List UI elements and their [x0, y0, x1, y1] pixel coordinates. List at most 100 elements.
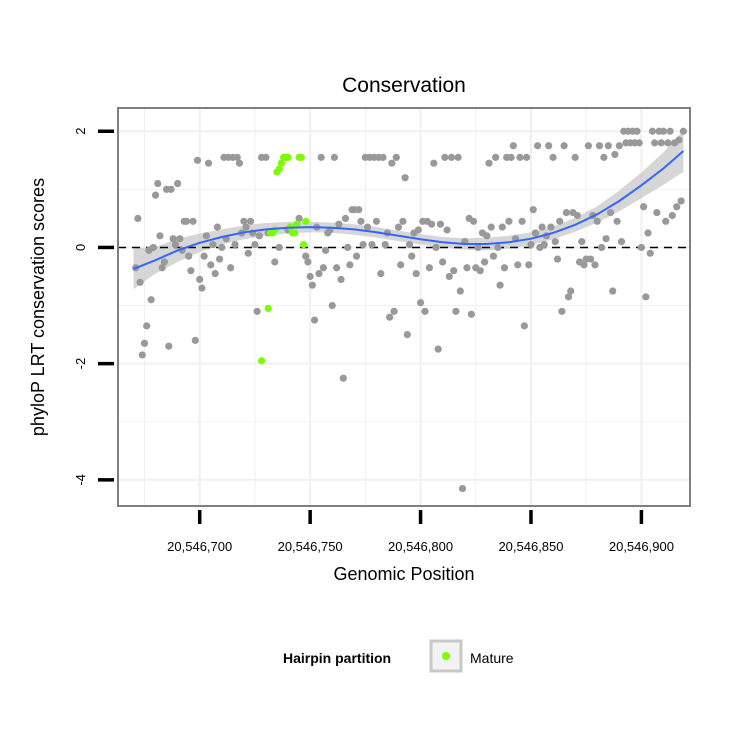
data-point: [540, 240, 548, 249]
data-point: [381, 240, 389, 249]
data-point: [414, 226, 422, 234]
data-point: [595, 142, 604, 150]
data-point: [642, 293, 650, 301]
data-point: [235, 159, 244, 167]
data-point: [487, 223, 495, 231]
data-point: [498, 223, 506, 231]
data-point: [483, 232, 491, 240]
data-point: [602, 235, 610, 243]
data-point: [310, 316, 319, 324]
data-point: [397, 261, 405, 269]
data-point: [328, 301, 336, 310]
data-point: [335, 220, 343, 228]
data-point: [207, 261, 215, 269]
data-point: [401, 174, 409, 182]
data-point: [315, 269, 323, 278]
plot-panel-border: [117, 107, 691, 507]
data-point: [578, 238, 586, 246]
data-point: [227, 264, 235, 272]
data-point: [450, 267, 458, 275]
data-point: [154, 179, 162, 188]
x-tick-label: 20,546,900: [609, 539, 674, 554]
data-point: [255, 232, 263, 240]
data-point: [558, 307, 566, 315]
data-point: [553, 255, 562, 263]
data-point: [522, 153, 531, 161]
data-point: [368, 240, 376, 249]
mature-data-point: [293, 220, 301, 228]
data-point: [390, 307, 398, 315]
data-point: [500, 264, 509, 272]
data-point: [529, 206, 537, 214]
smooth-fit-line: [133, 150, 685, 270]
data-point: [492, 153, 500, 161]
data-point: [339, 374, 347, 382]
data-point: [428, 220, 436, 228]
data-point: [469, 217, 478, 225]
data-point: [617, 238, 626, 246]
data-point: [425, 264, 433, 272]
data-point: [377, 269, 385, 278]
data-point: [176, 235, 184, 243]
x-tick-label: 20,546,850: [498, 539, 563, 554]
data-point: [156, 232, 164, 240]
data-point: [644, 229, 652, 237]
data-point: [330, 153, 339, 161]
y-tick-label: -4: [73, 474, 88, 486]
data-point: [399, 217, 407, 225]
data-point: [372, 217, 380, 225]
data-point: [434, 345, 442, 353]
data-point: [167, 185, 175, 193]
data-point: [158, 264, 166, 272]
data-point: [600, 153, 608, 161]
x-axis-ticks: 20,546,700 20,546,750 20,546,800 20,546,850…: [167, 510, 674, 554]
data-point: [646, 249, 654, 257]
x-axis-title: Genomic Position: [333, 564, 474, 584]
data-point: [516, 153, 524, 161]
mature-data-point: [277, 159, 286, 167]
mature-data-point: [275, 165, 283, 173]
data-point: [321, 246, 330, 254]
data-point: [648, 127, 657, 135]
data-point: [534, 142, 542, 150]
confidence-band-layer: [133, 130, 684, 290]
data-point: [439, 258, 447, 266]
data-point: [653, 208, 661, 217]
data-point: [613, 217, 621, 225]
data-point: [242, 223, 250, 231]
y-axis-title: phyloP LRT conservation scores: [28, 178, 48, 436]
data-point: [447, 153, 456, 161]
data-point: [567, 287, 575, 295]
data-point: [204, 159, 213, 167]
mature-data-point: [291, 229, 299, 237]
chart-title: Conservation: [342, 74, 466, 97]
data-point: [538, 223, 546, 231]
data-point: [604, 142, 612, 150]
confidence-band: [133, 130, 684, 290]
data-point: [587, 255, 595, 263]
data-point: [633, 127, 641, 135]
x-tick-label: 20,546,750: [278, 539, 343, 554]
data-point: [151, 191, 160, 199]
data-point: [388, 159, 396, 167]
data-point: [185, 252, 193, 260]
data-point: [275, 243, 283, 252]
data-point: [359, 240, 367, 249]
data-point: [507, 153, 515, 161]
data-point: [518, 217, 526, 225]
data-point: [476, 267, 484, 275]
x-tick-label: 20,546,700: [167, 539, 232, 554]
data-point: [416, 299, 425, 307]
data-point: [160, 258, 168, 266]
data-point: [319, 264, 327, 272]
y-axis-ticks: 2 0 -2 -4: [73, 128, 114, 486]
data-point: [664, 139, 672, 147]
data-point: [187, 267, 195, 275]
data-point: [149, 243, 157, 252]
data-point: [675, 136, 683, 144]
smooth-line-layer: [133, 150, 685, 270]
data-point: [668, 211, 676, 220]
data-point: [246, 217, 255, 225]
data-point: [436, 220, 445, 228]
data-point: [271, 258, 279, 266]
